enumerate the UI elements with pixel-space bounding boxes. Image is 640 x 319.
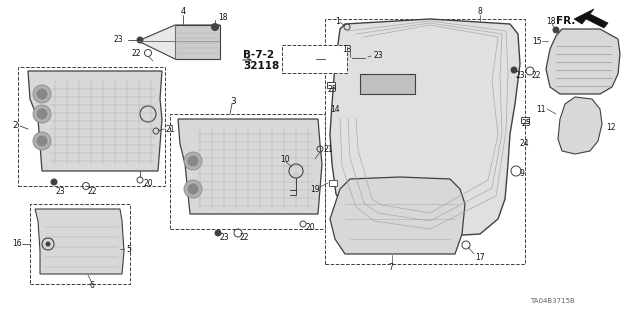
Text: 2: 2 [12,122,18,130]
Text: 5: 5 [126,244,131,254]
Text: 25: 25 [328,85,338,93]
Circle shape [215,230,221,236]
Text: 4: 4 [180,8,186,17]
Polygon shape [330,177,465,254]
Circle shape [364,56,368,60]
Text: 7: 7 [388,263,393,271]
Text: 23: 23 [516,70,525,79]
Text: 22: 22 [240,233,250,241]
Text: 18: 18 [546,17,556,26]
Circle shape [137,37,143,43]
Text: 21: 21 [323,145,333,153]
Text: 21: 21 [166,124,175,133]
Text: 15: 15 [532,36,541,46]
Circle shape [553,27,559,33]
Text: 23: 23 [56,187,66,196]
Circle shape [33,85,51,103]
Circle shape [188,184,198,194]
Polygon shape [330,19,520,237]
Text: 6: 6 [90,281,95,291]
Text: 19: 19 [310,184,319,194]
Text: 9: 9 [519,169,524,179]
Text: 23: 23 [113,35,123,44]
Text: B-7-2: B-7-2 [243,50,274,60]
Bar [30,204,130,284]
Bar [282,45,347,73]
Text: 8: 8 [478,8,483,17]
Text: 18: 18 [218,12,227,21]
Text: 14: 14 [330,105,340,114]
Bar [329,180,337,186]
Text: 20: 20 [143,180,152,189]
Polygon shape [28,71,162,171]
Text: 32118: 32118 [243,61,279,71]
Text: 13: 13 [342,44,351,54]
Bar [325,19,525,264]
Bar [170,114,325,229]
Text: 17: 17 [475,253,484,262]
Circle shape [33,105,51,123]
Text: 23: 23 [373,50,383,60]
Circle shape [303,56,309,62]
Bar [175,25,220,59]
Circle shape [37,109,47,119]
Bar [18,67,165,186]
Circle shape [46,242,50,246]
Circle shape [184,152,202,170]
Text: 24: 24 [519,139,529,149]
Circle shape [33,132,51,150]
Circle shape [362,55,368,61]
Text: 1: 1 [335,17,340,26]
Circle shape [211,24,218,31]
Text: 16: 16 [12,240,22,249]
Text: 22: 22 [88,187,97,196]
Text: 10: 10 [280,154,290,164]
Circle shape [184,180,202,198]
Polygon shape [574,9,608,28]
Circle shape [37,89,47,99]
Circle shape [188,156,198,166]
Bar [360,74,415,94]
Text: FR.: FR. [556,16,575,26]
Polygon shape [558,97,602,154]
Text: 20: 20 [305,224,315,233]
Text: 3: 3 [230,97,236,106]
Text: 12: 12 [606,122,616,131]
Circle shape [511,67,517,73]
Text: 22: 22 [131,48,141,57]
Text: TA04B3715B: TA04B3715B [530,298,575,304]
Polygon shape [178,119,322,214]
Circle shape [51,179,57,185]
Circle shape [37,136,47,146]
Text: 11: 11 [536,105,545,114]
Bar [521,117,529,123]
Bar [327,82,335,88]
Text: 22: 22 [532,70,541,79]
Text: 23: 23 [220,233,230,241]
Polygon shape [35,209,124,274]
Polygon shape [546,29,620,94]
Text: 25: 25 [522,120,532,129]
Polygon shape [138,25,220,59]
